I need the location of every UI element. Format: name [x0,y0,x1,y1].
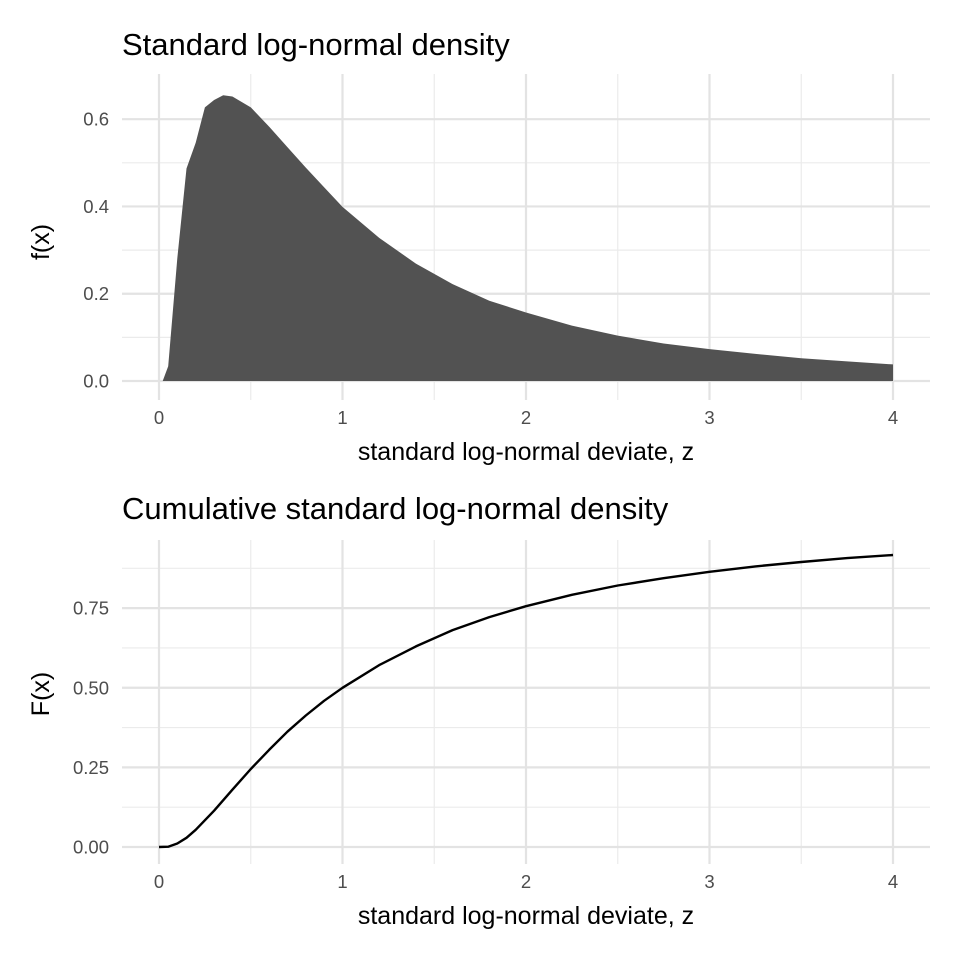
y-tick-label: 0.0 [83,371,109,392]
x-tick-label: 0 [154,871,164,892]
cumulative-panel: Cumulative standard log-normal density 0… [27,491,930,930]
x-tick-label: 4 [888,871,898,892]
y-tick-label: 0.75 [73,598,109,619]
density-y-axis-title: f(x) [27,224,55,260]
x-tick-label: 1 [337,871,347,892]
y-tick-label: 0.50 [73,677,109,698]
x-tick-label: 1 [337,407,347,428]
density-x-axis-title: standard log-normal deviate, z [358,438,694,466]
density-area [162,95,893,381]
density-x-ticks: 0 1 2 3 4 [154,407,898,428]
y-tick-label: 0.2 [83,283,109,304]
y-tick-label: 0.6 [83,109,109,130]
cumulative-marks [158,553,894,849]
density-marks [162,95,893,381]
density-panel: Standard log-normal density 0 1 2 3 4 0.0 0.2… [27,27,930,466]
cumulative-line [158,553,894,849]
cumulative-title: Cumulative standard log-normal density [122,491,669,526]
cumulative-x-ticks: 0 1 2 3 4 [154,871,898,892]
x-tick-label: 3 [704,871,714,892]
y-tick-label: 0.00 [73,837,109,858]
x-tick-label: 2 [521,407,531,428]
cumulative-y-ticks: 0.00 0.25 0.50 0.75 [73,598,109,858]
cumulative-x-axis-title: standard log-normal deviate, z [358,902,694,930]
x-tick-label: 2 [521,871,531,892]
y-tick-label: 0.25 [73,757,109,778]
x-tick-label: 3 [704,407,714,428]
y-tick-label: 0.4 [83,196,109,217]
x-tick-label: 4 [888,407,898,428]
density-title: Standard log-normal density [122,27,510,62]
cumulative-y-axis-title: F(x) [27,672,55,716]
x-tick-label: 0 [154,407,164,428]
density-y-ticks: 0.0 0.2 0.4 0.6 [83,109,109,392]
cumulative-grid [122,540,930,864]
